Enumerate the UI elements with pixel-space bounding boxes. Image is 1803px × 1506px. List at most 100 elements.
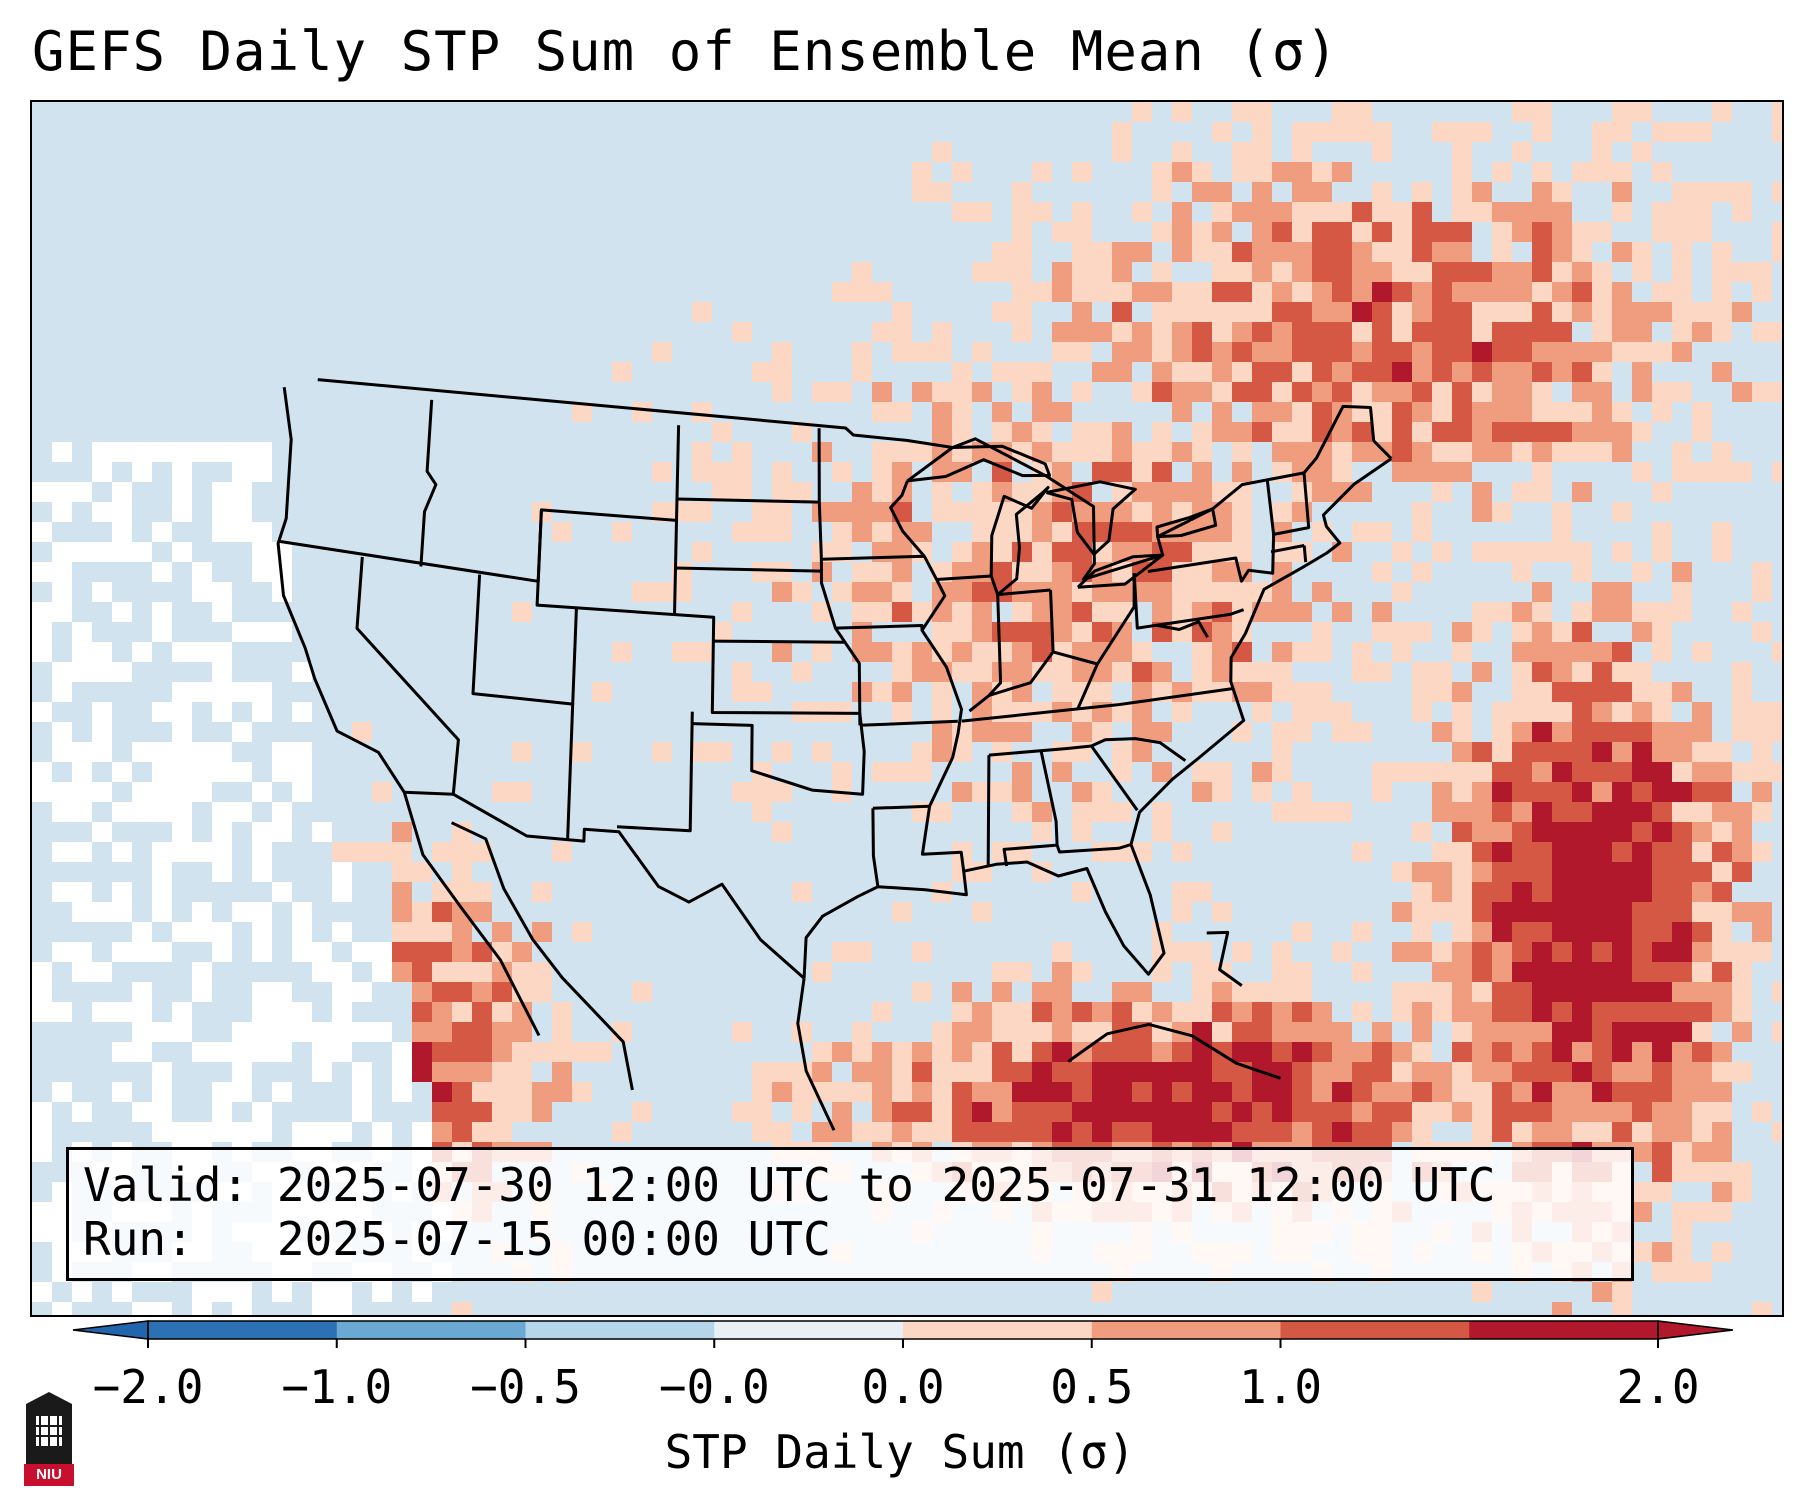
anomaly-cell [1612,242,1632,262]
boundary-line [616,711,694,833]
anomaly-cell [1632,242,1652,262]
anomaly-cell [792,882,812,902]
anomaly-cell [1632,622,1652,642]
anomaly-cell [1312,642,1332,662]
anomaly-cell [1412,522,1432,542]
anomaly-cell [92,742,112,762]
anomaly-cell [1552,282,1572,302]
anomaly-cell [212,1122,232,1142]
anomaly-cell [1132,482,1152,502]
anomaly-cell [1032,1042,1052,1062]
anomaly-cell [1572,922,1592,942]
colorbar-segment [1091,1321,1281,1339]
anomaly-cell [272,822,292,842]
anomaly-cell [1212,1082,1232,1102]
boundary-line [997,588,1051,597]
anomaly-cell [1292,682,1312,702]
anomaly-cell [1152,722,1172,742]
anomaly-cell [1732,802,1752,822]
anomaly-cell [1552,182,1572,202]
anomaly-cell [812,1122,832,1142]
anomaly-cell [1192,1102,1212,1122]
anomaly-cell [1632,142,1652,162]
anomaly-cell [312,962,332,982]
anomaly-cell [1552,762,1572,782]
anomaly-cell [1272,302,1292,322]
anomaly-cell [932,422,952,442]
anomaly-cell [1552,522,1572,542]
anomaly-cell [1612,122,1632,142]
anomaly-cell [312,1122,332,1142]
anomaly-cell [1252,702,1272,722]
anomaly-cell [1152,502,1172,522]
anomaly-cell [452,1002,472,1022]
anomaly-cell [332,962,352,982]
anomaly-cell [1232,582,1252,602]
anomaly-cell [972,662,992,682]
anomaly-cell [512,742,532,762]
anomaly-cell [472,1062,492,1082]
anomaly-cell [1212,242,1232,262]
anomaly-cell [1112,1102,1132,1122]
anomaly-cell [772,822,792,842]
anomaly-cell [152,802,172,822]
anomaly-cell [292,742,312,762]
anomaly-cell [932,1122,952,1142]
anomaly-cell [192,842,212,862]
anomaly-cell [52,1082,72,1102]
anomaly-cell [632,402,652,422]
anomaly-cell [852,622,872,642]
anomaly-cell [152,942,172,962]
anomaly-cell [992,1042,1012,1062]
anomaly-cell [1012,362,1032,382]
anomaly-cell [1632,322,1652,342]
anomaly-cell [592,1042,612,1062]
anomaly-cell [1372,442,1392,462]
anomaly-cell [1632,1102,1652,1122]
anomaly-cell [1212,902,1232,922]
anomaly-cell [1112,662,1132,682]
anomaly-cell [1652,1122,1672,1142]
anomaly-cell [992,1122,1012,1142]
anomaly-cell [1112,262,1132,282]
anomaly-cell [1312,162,1332,182]
anomaly-cell [1672,942,1692,962]
anomaly-cell [692,462,712,482]
anomaly-cell [1032,662,1052,682]
boundary-line [471,574,575,840]
anomaly-cell [812,1042,832,1062]
anomaly-cell [52,782,72,802]
anomaly-cell [1272,722,1292,742]
anomaly-cell [872,602,892,622]
anomaly-cell [1572,802,1592,822]
anomaly-cell [352,982,372,1002]
colorbar-segment [336,1321,526,1339]
anomaly-cell [1532,402,1552,422]
anomaly-cell [1332,722,1352,742]
anomaly-cell [1572,882,1592,902]
anomaly-cell [1552,362,1572,382]
anomaly-cell [1372,1022,1392,1042]
anomaly-cell [1552,302,1572,322]
anomaly-cell [1052,682,1072,702]
anomaly-cell [1652,1002,1672,1022]
anomaly-cell [1612,1082,1632,1102]
anomaly-cell [1272,642,1292,662]
anomaly-cell [1192,782,1212,802]
anomaly-cell [1552,1042,1572,1062]
anomaly-cell [92,442,112,462]
anomaly-cell [32,522,52,542]
anomaly-cell [1112,1082,1132,1102]
anomaly-cell [1192,762,1212,782]
anomaly-cell [1492,742,1512,762]
anomaly-cell [1772,182,1782,202]
anomaly-cell [1512,682,1532,702]
anomaly-cell [1352,402,1372,422]
anomaly-cell [252,822,272,842]
anomaly-cell [1212,582,1232,602]
anomaly-cell [1492,1062,1512,1082]
anomaly-cell [892,762,912,782]
anomaly-cell [52,802,72,822]
anomaly-cell [1272,162,1292,182]
anomaly-cell [152,1022,172,1042]
